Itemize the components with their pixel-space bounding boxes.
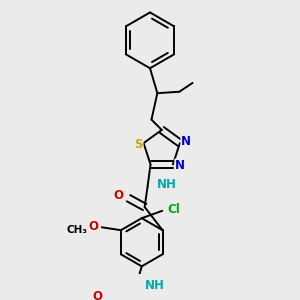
- Text: NH: NH: [157, 178, 177, 191]
- Text: S: S: [134, 138, 142, 151]
- Text: NH: NH: [145, 280, 164, 292]
- Text: N: N: [182, 135, 191, 148]
- Text: N: N: [175, 159, 185, 172]
- Text: CH₃: CH₃: [67, 225, 88, 235]
- Text: Cl: Cl: [168, 203, 180, 216]
- Text: O: O: [92, 290, 102, 300]
- Text: O: O: [113, 189, 123, 202]
- Text: O: O: [88, 220, 98, 233]
